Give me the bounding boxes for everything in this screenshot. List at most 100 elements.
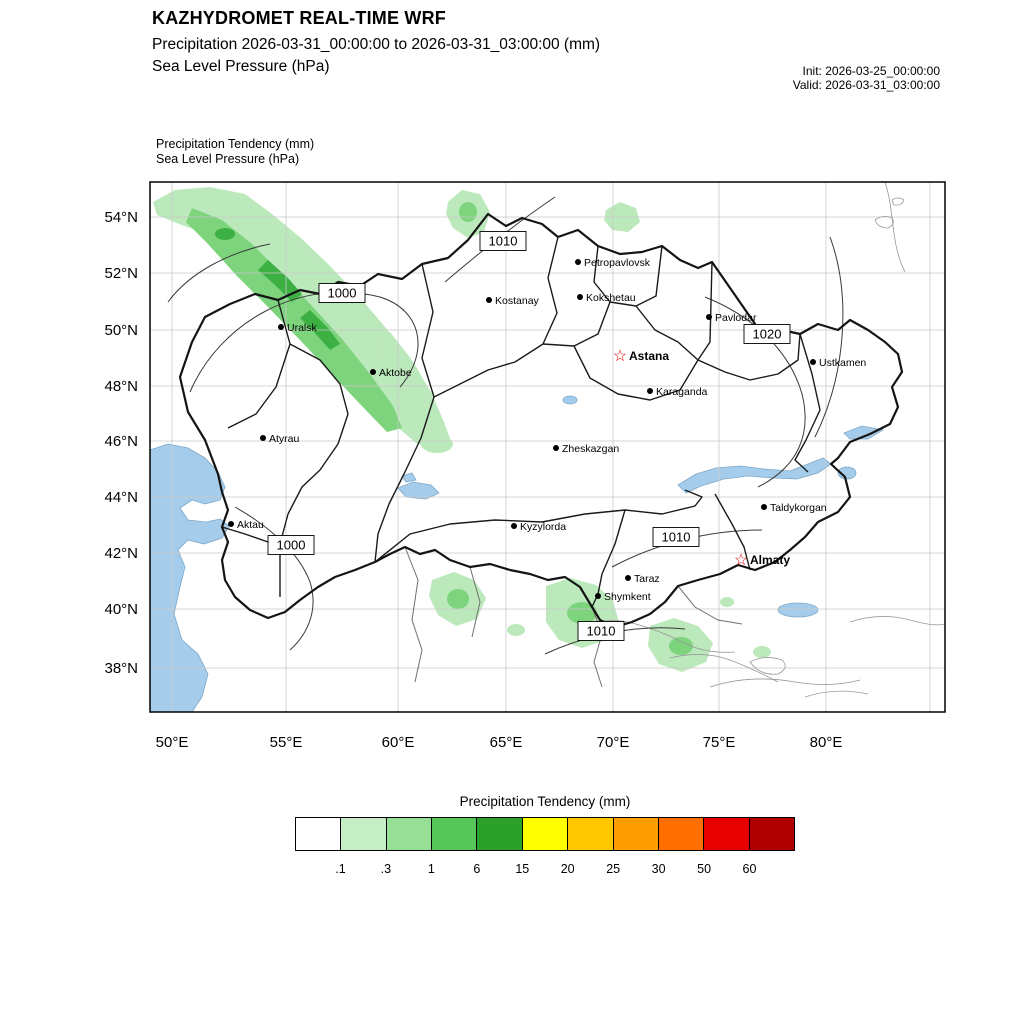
- precip-area: [186, 208, 402, 432]
- city-label: Pavlodar: [715, 312, 757, 324]
- pressure-value: 1000: [328, 286, 357, 301]
- city-label: Uralsk: [287, 322, 318, 334]
- pressure-value: 1000: [277, 538, 306, 553]
- lat-label: 46°N: [104, 433, 138, 450]
- init-time: Init: 2026-03-25_00:00:00: [802, 64, 940, 78]
- precip-area: [459, 202, 477, 222]
- lat-label: 50°N: [104, 322, 138, 339]
- capital-star-icon: ☆: [613, 348, 627, 365]
- city-marker: Kyzylorda: [511, 521, 566, 533]
- subtitle-precipitation: Precipitation 2026-03-31_00:00:00 to 202…: [152, 36, 601, 53]
- colorbar-tick: .1: [335, 862, 346, 876]
- aral-sea-north: [401, 472, 417, 483]
- city-marker: Pavlodar: [706, 312, 757, 324]
- terrain-contours: [577, 181, 946, 698]
- city-label: Taldykorgan: [770, 502, 827, 514]
- oblast-boundaries: [221, 236, 821, 608]
- colorbar-tick: 30: [651, 862, 666, 876]
- colorbar-cell: [703, 817, 750, 851]
- colorbar-cell: [748, 817, 795, 851]
- colorbar-tick: 50: [697, 862, 712, 876]
- city-label: Karaganda: [656, 386, 708, 398]
- precip-area: [720, 597, 734, 607]
- capital-label: Almaty: [750, 553, 790, 567]
- precip-area: [421, 435, 453, 453]
- colorbar-cell: [385, 817, 433, 851]
- colorbar-ticks: .1 .3 1 6 15 20 25 30 50 60: [295, 862, 795, 880]
- pressure-value: 1010: [587, 624, 616, 639]
- lat-label: 40°N: [104, 601, 138, 618]
- pressure-label: 1010: [577, 621, 625, 641]
- colorbar-tick: 20: [560, 862, 575, 876]
- country-border: [178, 212, 904, 629]
- colorbar-title: Precipitation Tendency (mm): [459, 794, 631, 809]
- pressure-value: 1020: [753, 327, 782, 342]
- city-marker: Taldykorgan: [761, 502, 827, 514]
- lon-label: 80°E: [810, 734, 843, 751]
- colorbar: [295, 817, 795, 851]
- pressure-label: 1000: [267, 535, 315, 555]
- colorbar-cell: [612, 817, 659, 851]
- caspian-sea: [149, 443, 230, 713]
- lat-label: 42°N: [104, 545, 138, 562]
- precip-area: [376, 332, 452, 452]
- precip-area: [447, 589, 469, 609]
- lat-label: 44°N: [104, 489, 138, 506]
- map-legend-pressure: Sea Level Pressure (hPa): [156, 152, 299, 166]
- city-marker: Atyrau: [260, 433, 300, 445]
- city-marker: Taraz: [625, 573, 660, 585]
- subtitle-pressure: Sea Level Pressure (hPa): [152, 58, 330, 75]
- pressure-label: 1010: [479, 231, 527, 251]
- colorbar-cell: [476, 817, 523, 851]
- precip-area: [567, 602, 597, 624]
- lon-label: 60°E: [382, 734, 415, 751]
- city-label: Aktau: [237, 519, 264, 531]
- pressure-labels: 1010 1000 1020 1000 1010 1010: [267, 231, 791, 641]
- precip-area: [258, 260, 302, 302]
- city-label: Aktobe: [379, 367, 412, 379]
- colorbar-cell: [657, 817, 705, 851]
- precip-area: [507, 624, 525, 636]
- map-canvas: 1010 1000 1020 1000 1010 1010: [149, 181, 946, 713]
- valid-time: Valid: 2026-03-31_03:00:00: [792, 78, 940, 92]
- precip-area: [753, 646, 771, 658]
- city-label: Ustkamen: [819, 357, 866, 369]
- lon-label: 55°E: [270, 734, 303, 751]
- capital-label: Astana: [629, 349, 669, 363]
- city-label: Kostanay: [495, 295, 540, 307]
- city-label: Zheskazgan: [562, 443, 619, 455]
- city-marker: Kostanay: [486, 295, 540, 307]
- colorbar-cell: [521, 817, 569, 851]
- pressure-label: 1020: [743, 324, 791, 344]
- colorbar-cell: [340, 817, 387, 851]
- lake-tengiz: [562, 395, 578, 405]
- city-label: Shymkent: [604, 591, 651, 603]
- page-title: KAZHYDROMET REAL-TIME WRF: [152, 8, 446, 28]
- city-marker: Uralsk: [278, 322, 318, 334]
- lake-zaysan: [843, 425, 885, 440]
- city-label: Petropavlovsk: [584, 257, 651, 269]
- pressure-label: 1010: [652, 527, 700, 547]
- lon-label: 65°E: [490, 734, 523, 751]
- foreign-borders: [404, 546, 743, 688]
- city-label: Taraz: [634, 573, 660, 585]
- city-label: Atyrau: [269, 433, 300, 445]
- run-info: Init: 2026-03-25_00:00:00 Valid: 2026-03…: [793, 64, 940, 92]
- map-legend-precip: Precipitation Tendency (mm): [156, 137, 314, 151]
- city-marker: Ustkamen: [810, 357, 866, 369]
- graticule: [150, 182, 945, 712]
- map-frame: [149, 181, 946, 713]
- colorbar-tick: 60: [742, 862, 757, 876]
- lat-label: 38°N: [104, 660, 138, 677]
- lat-label: 48°N: [104, 378, 138, 395]
- city-marker: Aktau: [228, 519, 264, 531]
- colorbar-tick: 25: [606, 862, 621, 876]
- colorbar-tick: .3: [380, 862, 392, 876]
- lake-issyk-kul: [777, 602, 819, 618]
- colorbar-cell: [567, 817, 614, 851]
- lat-axis: 54°N 52°N 50°N 48°N 46°N 44°N 42°N 40°N …: [104, 209, 138, 677]
- capital-star-icon: ☆: [734, 552, 748, 569]
- colorbar-tick: 15: [515, 862, 530, 876]
- lake-balkhash: [677, 457, 832, 494]
